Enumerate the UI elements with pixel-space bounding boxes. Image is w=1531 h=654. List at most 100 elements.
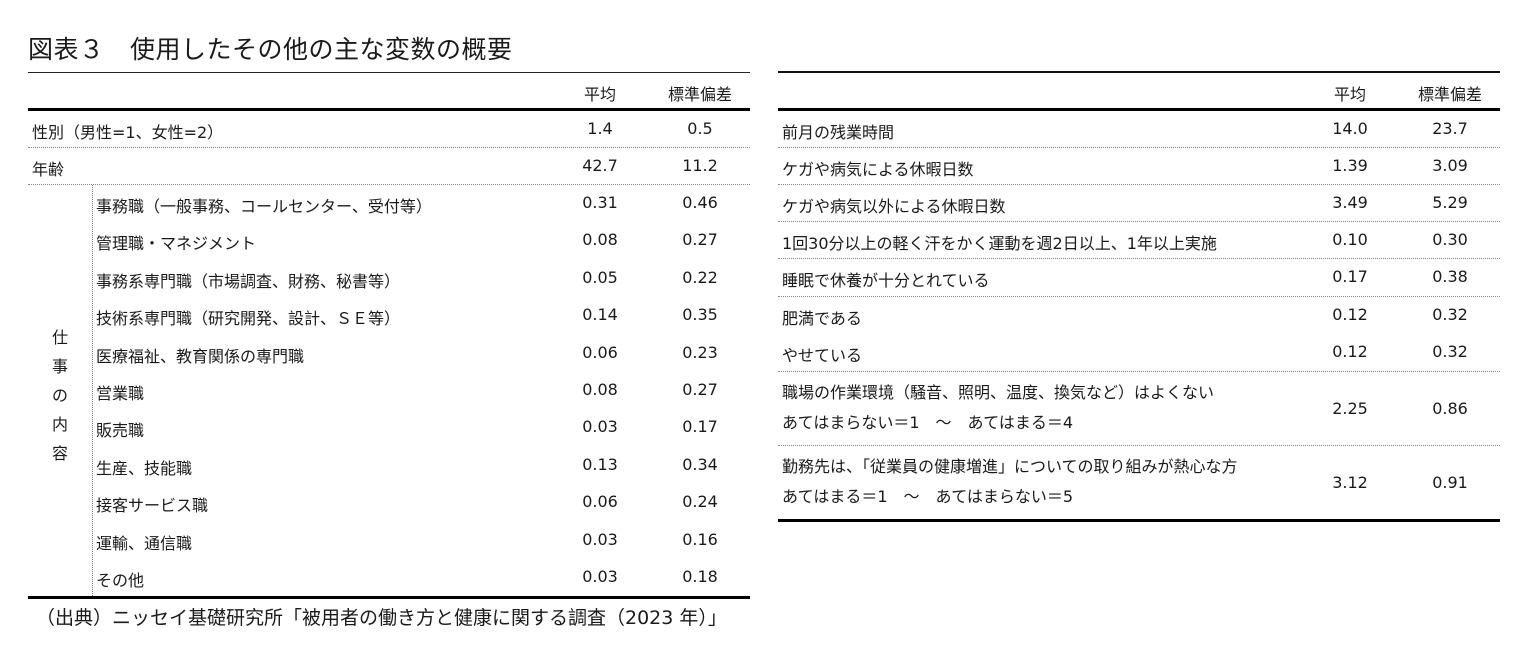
- table-row: その他 0.03 0.18: [28, 559, 750, 596]
- group-label-char: 内: [51, 415, 68, 435]
- row-sd: 0.24: [682, 492, 718, 512]
- header-sd: 標準偏差: [667, 85, 732, 104]
- group-label-job-content: 仕 事 の 内 容: [28, 185, 92, 596]
- row-mean: 2.25: [1332, 399, 1368, 418]
- table-header: 平均 標準偏差: [28, 73, 750, 111]
- row-mean: 1.4: [587, 119, 613, 138]
- row-sd: 3.09: [1432, 156, 1468, 175]
- row-sd: 23.7: [1432, 119, 1468, 138]
- right-summary-table: 平均 標準偏差 前月の残業時間 14.0 23.7 ケガや病気による休暇日数 1…: [778, 71, 1500, 522]
- row-mean: 0.06: [582, 342, 618, 362]
- header-sd: 標準偏差: [1417, 85, 1482, 104]
- row-label: 運輸、通信職: [96, 533, 193, 553]
- row-mean: 0.08: [582, 230, 618, 250]
- row-label: 事務職（一般事務、コールセンター、受付等）: [96, 197, 432, 216]
- row-label: 勤務先は、「従業員の健康増進」についての取り組みが熱心な方 あてはまる＝1 ～ …: [782, 452, 1238, 512]
- header-mean: 平均: [1333, 85, 1366, 104]
- row-sd: 0.18: [682, 566, 718, 586]
- row-label: ケガや病気以外による休暇日数: [782, 197, 1006, 216]
- table-header: 平均 標準偏差: [778, 73, 1500, 111]
- table-row: 営業職 0.08 0.27: [28, 372, 750, 409]
- table-row: ケガや病気以外による休暇日数 3.49 5.29: [778, 185, 1500, 222]
- table-row: 前月の残業時間 14.0 23.7: [778, 111, 1500, 148]
- table-row: 睡眠で休養が十分とれている 0.17 0.38: [778, 259, 1500, 297]
- row-label: ケガや病気による休暇日数: [782, 160, 974, 179]
- left-summary-table: 平均 標準偏差 性別（男性=1、女性=2） 1.4 0.5 年齢 42.7 11…: [28, 72, 750, 600]
- source-footnote: （出典）ニッセイ基礎研究所「被用者の働き方と健康に関する調査（2023 年）」: [36, 607, 727, 629]
- row-label: 販売職: [96, 421, 145, 441]
- table-row: 販売職 0.03 0.17: [28, 409, 750, 446]
- job-content-group: 仕 事 の 内 容 事務職（一般事務、コールセンター、受付等） 0.31 0.4…: [28, 185, 750, 600]
- table-row: 1回30分以上の軽く汗をかく運動を週2日以上、1年以上実施 0.10 0.30: [778, 222, 1500, 259]
- row-label-line1: 勤務先は、「従業員の健康増進」についての取り組みが熱心な方: [782, 457, 1238, 476]
- group-label-char: 事: [51, 357, 68, 377]
- row-mean: 0.17: [1332, 267, 1368, 286]
- row-label: 睡眠で休養が十分とれている: [782, 271, 990, 290]
- table-row: 医療福祉、教育関係の専門職 0.06 0.23: [28, 335, 750, 372]
- row-label: 1回30分以上の軽く汗をかく運動を週2日以上、1年以上実施: [782, 234, 1217, 253]
- row-label: その他: [96, 570, 145, 590]
- row-mean: 0.13: [582, 454, 618, 474]
- row-mean: 0.03: [582, 529, 618, 549]
- row-sd: 0.38: [1432, 267, 1468, 286]
- table-row: 管理職・マネジメント 0.08 0.27: [28, 222, 750, 259]
- row-mean: 0.06: [582, 492, 618, 512]
- row-sd: 0.32: [1432, 342, 1468, 361]
- table-row: 生産、技能職 0.13 0.34: [28, 447, 750, 484]
- table-row: 運輸、通信職 0.03 0.16: [28, 522, 750, 559]
- table-row: ケガや病気による休暇日数 1.39 3.09: [778, 148, 1500, 185]
- row-label: 生産、技能職: [96, 458, 193, 478]
- row-mean: 0.12: [1332, 342, 1368, 361]
- row-mean: 0.03: [582, 566, 618, 586]
- row-sd: 0.16: [682, 529, 718, 549]
- table-row: 職場の作業環境（騒音、照明、温度、換気など）はよくない あてはまらない＝1 ～ …: [778, 372, 1500, 446]
- row-label-line2: あてはまらない＝1 ～ あてはまる＝4: [782, 413, 1074, 432]
- row-label-line2: あてはまる＝1 ～ あてはまらない＝5: [782, 487, 1074, 506]
- row-label: 性別（男性=1、女性=2）: [32, 123, 224, 142]
- row-mean: 0.10: [1332, 230, 1368, 249]
- row-mean: 3.49: [1332, 193, 1368, 212]
- row-label: やせている: [782, 346, 863, 365]
- row-label: 管理職・マネジメント: [96, 234, 257, 254]
- row-label: 技術系専門職（研究開発、設計、ＳＥ等）: [96, 309, 401, 329]
- row-sd: 0.91: [1432, 473, 1468, 492]
- group-divider: [92, 185, 93, 597]
- row-sd: 0.22: [682, 267, 718, 287]
- row-sd: 0.17: [682, 417, 718, 437]
- table-row: 肥満である 0.12 0.32: [778, 297, 1500, 334]
- row-label: 営業職: [96, 383, 145, 403]
- table-row: 接客サービス職 0.06 0.24: [28, 484, 750, 521]
- row-label-line1: 職場の作業環境（騒音、照明、温度、換気など）はよくない: [782, 383, 1215, 402]
- row-label: 事務系専門職（市場調査、財務、秘書等）: [96, 271, 401, 291]
- table-row: 年齢 42.7 11.2: [28, 148, 750, 185]
- row-label: 職場の作業環境（騒音、照明、温度、換気など）はよくない あてはまらない＝1 ～ …: [782, 378, 1214, 438]
- row-sd: 0.5: [687, 119, 713, 138]
- row-sd: 0.27: [682, 230, 718, 250]
- row-label: 医療福祉、教育関係の専門職: [96, 346, 305, 366]
- header-mean: 平均: [583, 85, 616, 104]
- row-sd: 0.27: [682, 379, 718, 399]
- row-mean: 0.03: [582, 417, 618, 437]
- row-mean: 0.14: [582, 305, 618, 325]
- row-mean: 42.7: [582, 156, 618, 175]
- row-mean: 1.39: [1332, 156, 1368, 175]
- row-mean: 0.08: [582, 379, 618, 399]
- row-label: 年齢: [32, 160, 65, 179]
- row-sd: 0.46: [682, 193, 718, 212]
- table-row: 事務職（一般事務、コールセンター、受付等） 0.31 0.46: [28, 185, 750, 222]
- row-sd: 5.29: [1432, 193, 1468, 212]
- row-sd: 0.34: [682, 454, 718, 474]
- row-sd: 0.86: [1432, 399, 1468, 418]
- row-sd: 0.32: [1432, 305, 1468, 324]
- row-mean: 0.12: [1332, 305, 1368, 324]
- row-sd: 0.23: [682, 342, 718, 362]
- row-label: 肥満である: [782, 309, 862, 328]
- row-sd: 0.30: [1432, 230, 1468, 249]
- row-mean: 0.05: [582, 267, 618, 287]
- row-mean: 0.31: [582, 193, 618, 212]
- row-label: 接客サービス職: [96, 496, 209, 516]
- group-label-char: 仕: [51, 328, 68, 348]
- figure-title: 図表３ 使用したその他の主な変数の概要: [28, 35, 513, 64]
- row-label: 前月の残業時間: [782, 123, 895, 142]
- table-row: 勤務先は、「従業員の健康増進」についての取り組みが熱心な方 あてはまる＝1 ～ …: [778, 446, 1500, 522]
